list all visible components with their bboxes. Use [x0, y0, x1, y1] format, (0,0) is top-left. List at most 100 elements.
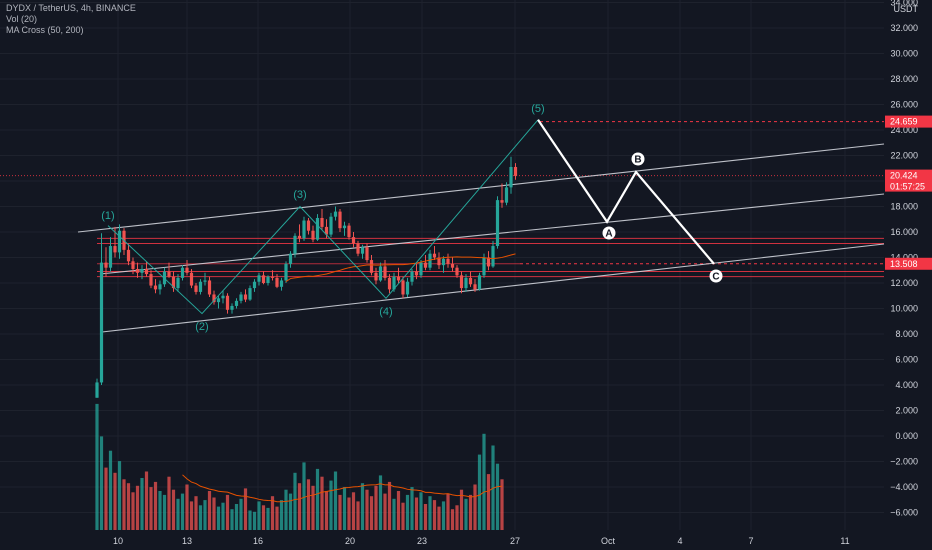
countdown-label: 01:57:25	[890, 182, 925, 192]
price-tick-label: 6.000	[895, 355, 918, 365]
volume-bar	[378, 475, 383, 530]
volume-bar	[189, 501, 194, 530]
candle-body	[153, 285, 158, 290]
support-price-badge-bg	[885, 257, 932, 270]
candle-body	[140, 268, 144, 273]
candle-body	[495, 200, 500, 247]
time-tick-label: 13	[182, 536, 192, 546]
time-tick-label: Oct	[601, 536, 616, 546]
volume-bar	[477, 454, 482, 530]
volume-bar	[108, 450, 113, 530]
price-tick-label: 30.000	[890, 49, 918, 59]
candles	[95, 156, 518, 398]
volume-bar	[153, 481, 158, 530]
candle-body	[329, 216, 333, 235]
candle-body	[126, 249, 131, 262]
time-tick-label: 4	[677, 536, 682, 546]
volume-bar	[500, 479, 504, 530]
time-tick-label: 16	[253, 536, 263, 546]
price-tick-label: 8.000	[895, 329, 918, 339]
candle-body	[347, 225, 351, 238]
volume-bar	[225, 494, 230, 530]
candle-body	[257, 275, 261, 282]
candle-body	[167, 271, 171, 277]
candle-body	[270, 276, 275, 278]
candle-body	[252, 281, 257, 289]
volume-bar	[405, 494, 410, 530]
volume-bar	[482, 433, 486, 530]
volume-bar	[194, 496, 198, 530]
volume-bar	[464, 498, 468, 530]
candle-body	[446, 258, 450, 264]
candle-body	[500, 200, 504, 203]
volume-bar	[180, 493, 185, 530]
time-tick-label: 23	[417, 536, 427, 546]
candle-body	[342, 225, 347, 229]
candle-body	[374, 272, 378, 281]
candle-body	[198, 281, 203, 292]
volume-ma-polyline	[182, 474, 503, 503]
current-price-badge-label: 20.424	[890, 171, 918, 181]
legend-volume[interactable]: Vol (20)	[6, 14, 38, 24]
price-tick-label: 4.000	[895, 380, 918, 390]
abc-label-circle	[631, 152, 645, 166]
volume-bar	[473, 484, 477, 530]
candle-body	[180, 267, 185, 278]
price-tick-label: −4.000	[890, 482, 918, 492]
candle-body	[99, 262, 104, 383]
volume-bar	[293, 472, 297, 530]
candle-body	[216, 298, 221, 303]
price-tick-label: 12.000	[890, 278, 918, 288]
price-tick-label: 0.000	[895, 431, 918, 441]
volume-bar	[297, 483, 302, 530]
volume-bar	[131, 492, 135, 530]
volume-bar	[243, 488, 248, 530]
candle-body	[392, 276, 396, 290]
candle-body	[144, 268, 149, 275]
candle-body	[279, 280, 284, 287]
channel-line	[101, 243, 885, 333]
candle-body	[459, 275, 464, 289]
volume-ma-line	[182, 474, 503, 503]
candle-body	[491, 246, 495, 267]
candle-body	[275, 277, 279, 287]
volume-bar	[374, 485, 378, 530]
volume-bar	[158, 491, 162, 530]
candle-body	[365, 247, 369, 261]
candle-body	[356, 243, 360, 254]
legend-ma-cross[interactable]: MA Cross (50, 200)	[6, 25, 84, 35]
candle-body	[248, 288, 252, 300]
candle-body	[135, 268, 140, 273]
target-price-badge-bg	[885, 115, 932, 128]
candle-body	[450, 263, 455, 268]
price-tick-label: 2.000	[895, 406, 918, 416]
current-price-badge-bg	[885, 169, 932, 192]
wave-labels: (1) (2) (3) (4) (5) A B C	[101, 103, 723, 333]
price-tick-label: 22.000	[890, 151, 918, 161]
volume-bar	[216, 506, 221, 530]
legend-symbol[interactable]: DYDX / TetherUS, 4h, BINANCE	[6, 3, 136, 13]
candle-body	[212, 294, 216, 303]
volume-bars	[95, 403, 504, 530]
candle-body	[207, 280, 212, 295]
candle-body	[419, 262, 423, 276]
candle-body	[513, 166, 518, 176]
candle-body	[360, 247, 365, 254]
volume-bar	[230, 509, 234, 530]
time-axis[interactable]: 10 13 16 20 23 27 Oct 4 7 11	[113, 536, 850, 546]
volume-bar	[104, 467, 108, 530]
candle-body	[414, 271, 419, 276]
candle-body	[396, 276, 401, 281]
candle-body	[234, 300, 239, 306]
candle-body	[387, 277, 392, 290]
volume-bar	[414, 497, 419, 530]
volume-bar	[302, 462, 306, 530]
candle-body	[401, 280, 405, 295]
candle-body	[378, 266, 383, 281]
volume-bar	[248, 510, 252, 530]
volume-bar	[437, 506, 441, 530]
candle-body	[117, 230, 122, 253]
candle-body	[225, 295, 230, 310]
wave-label: (3)	[293, 189, 306, 201]
